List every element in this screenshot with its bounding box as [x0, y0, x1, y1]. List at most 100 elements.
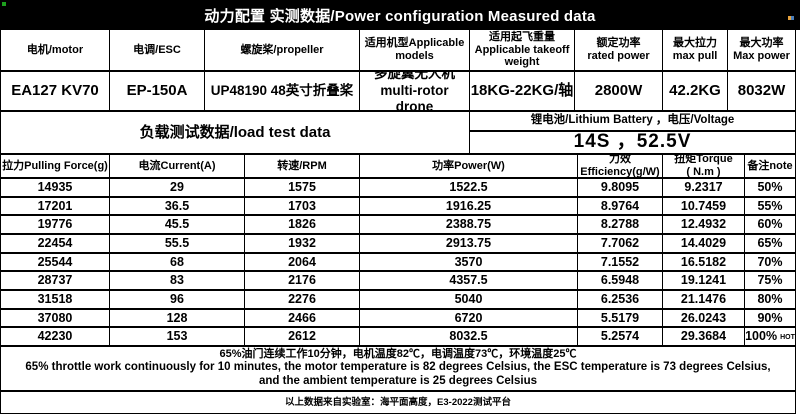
mid-section: 负载测试数据/load test data 锂电池/Lithium Batter…	[1, 112, 795, 153]
cell-rpm: 1826	[245, 216, 359, 233]
header-label: 备注note	[747, 159, 793, 172]
cell-current: 45.5	[110, 216, 244, 233]
cell-note: 90%	[745, 309, 795, 327]
cell-note: 60%	[745, 216, 795, 233]
spec-value-motor: EA127 KV70	[1, 72, 109, 110]
cell-power: 4357.5	[360, 272, 577, 289]
load-test-section-title: 负载测试数据/load test data	[1, 112, 469, 153]
header-label: 额定功率	[596, 37, 641, 50]
cell-current: 36.5	[110, 197, 244, 215]
green-corner-mark-icon	[2, 2, 6, 6]
header-label: 适用起飞重量	[489, 30, 555, 43]
cell-torque: 10.7459	[663, 197, 744, 215]
spec-value-rated-power: 2800W	[575, 72, 662, 110]
cell-power: 2388.75	[360, 216, 577, 233]
header-label: 电调/ESC	[133, 43, 181, 56]
battery-voltage-value: 14S ，52.5V	[470, 132, 795, 153]
cell-current: 153	[110, 328, 244, 345]
col-header-power: 功率Power(W)	[360, 155, 577, 177]
cell-efficiency: 7.7062	[578, 234, 662, 252]
cell-torque: 26.0243	[663, 309, 744, 327]
cell-rpm: 1932	[245, 234, 359, 252]
header-label: 转速/RPM	[277, 159, 327, 172]
col-header-current: 电流Current(A)	[110, 155, 244, 177]
cell-power: 8032.5	[360, 328, 577, 345]
cell-pull: 28737	[1, 272, 109, 289]
header-label: 电流Current(A)	[138, 159, 216, 172]
cell-note: 65%	[745, 234, 795, 252]
cell-rpm: 2064	[245, 253, 359, 271]
header-label: 适用机型Applicable models	[364, 37, 465, 62]
cell-pull: 37080	[1, 309, 109, 327]
cell-note: 75%	[745, 272, 795, 289]
header-label: 力效	[609, 155, 631, 166]
header-sublabel: max pull	[672, 50, 718, 62]
header-label: 电机/motor	[26, 43, 84, 56]
header-sublabel: Efficiency(g/W)	[580, 166, 660, 177]
cell-power: 5040	[360, 290, 577, 308]
cell-torque: 12.4932	[663, 216, 744, 233]
cell-note: 70%	[745, 253, 795, 271]
cell-efficiency: 8.9764	[578, 197, 662, 215]
col-header-pulling-force: 拉力Pulling Force(g)	[1, 155, 109, 177]
cell-current: 55.5	[110, 234, 244, 252]
cell-power: 2913.75	[360, 234, 577, 252]
cell-power: 1522.5	[360, 179, 577, 196]
cell-rpm: 1575	[245, 179, 359, 196]
spec-header-rated-power: 额定功率 rated power	[575, 30, 662, 70]
cell-pull: 14935	[1, 179, 109, 196]
spec-value-takeoff-weight: 18KG-22KG/轴	[470, 72, 574, 110]
spec-header-max-power: 最大功率 Max power	[728, 30, 795, 70]
cell-pull: 17201	[1, 197, 109, 215]
cell-note: 80%	[745, 290, 795, 308]
col-header-note: 备注note	[745, 155, 795, 177]
cell-note: 50%	[745, 179, 795, 196]
cell-current: 68	[110, 253, 244, 271]
cell-pull: 19776	[1, 216, 109, 233]
cell-power: 1916.25	[360, 197, 577, 215]
load-test-table: 拉力Pulling Force(g) 电流Current(A) 转速/RPM 功…	[1, 155, 795, 345]
cell-rpm: 2176	[245, 272, 359, 289]
spec-header-esc: 电调/ESC	[110, 30, 204, 70]
cell-torque: 16.5182	[663, 253, 744, 271]
spec-header-motor: 电机/motor	[1, 30, 109, 70]
model-zh: 多旋翼无人机	[374, 72, 455, 81]
spec-header-max-pull: 最大拉力 max pull	[663, 30, 727, 70]
col-header-rpm: 转速/RPM	[245, 155, 359, 177]
header-label: 最大拉力	[673, 37, 717, 50]
cell-current: 96	[110, 290, 244, 308]
spec-header-takeoff-weight: 适用起飞重量 Applicable takeoff weight	[470, 30, 574, 70]
header-label: 拉力Pulling Force(g)	[2, 159, 108, 172]
takeoff-weight: 18KG-22KG/轴	[470, 82, 574, 100]
cell-torque: 29.3684	[663, 328, 744, 345]
cell-efficiency: 6.5948	[578, 272, 662, 289]
header-sublabel: ( N.m )	[686, 166, 721, 177]
cell-pull: 31518	[1, 290, 109, 308]
header-label: 扭矩Torque	[674, 155, 733, 166]
cell-rpm: 1703	[245, 197, 359, 215]
page-title: 动力配置 实测数据/Power configuration Measured d…	[204, 7, 596, 25]
cell-efficiency: 8.2788	[578, 216, 662, 233]
cell-note: 55%	[745, 197, 795, 215]
cell-rpm: 2276	[245, 290, 359, 308]
cell-torque: 21.1476	[663, 290, 744, 308]
header-sublabel: Max power	[733, 50, 790, 62]
sheet: 电机/motor 电调/ESC 螺旋桨/propeller 适用机型Applic…	[0, 30, 796, 414]
model-en: multi-rotor drone	[380, 82, 449, 110]
cell-rpm: 2612	[245, 328, 359, 345]
data-source-note: 以上数据来自实验室：海平面高度，E3-2022测试平台	[1, 392, 795, 413]
cell-power: 6720	[360, 309, 577, 327]
cell-current: 29	[110, 179, 244, 196]
spec-value-max-pull: 42.2KG	[663, 72, 727, 110]
cell-torque: 9.2317	[663, 179, 744, 196]
cell-current: 83	[110, 272, 244, 289]
cell-torque: 19.1241	[663, 272, 744, 289]
header-sublabel: Applicable takeoff weight	[474, 43, 570, 69]
col-header-efficiency: 力效 Efficiency(g/W)	[578, 155, 662, 177]
col-header-torque: 扭矩Torque( N.m )	[663, 155, 744, 177]
header-label: 螺旋桨/propeller	[240, 43, 324, 56]
cell-efficiency: 5.2574	[578, 328, 662, 345]
cell-efficiency: 9.8095	[578, 179, 662, 196]
cursor-artifact-icon	[788, 16, 794, 20]
cell-pull: 42230	[1, 328, 109, 345]
